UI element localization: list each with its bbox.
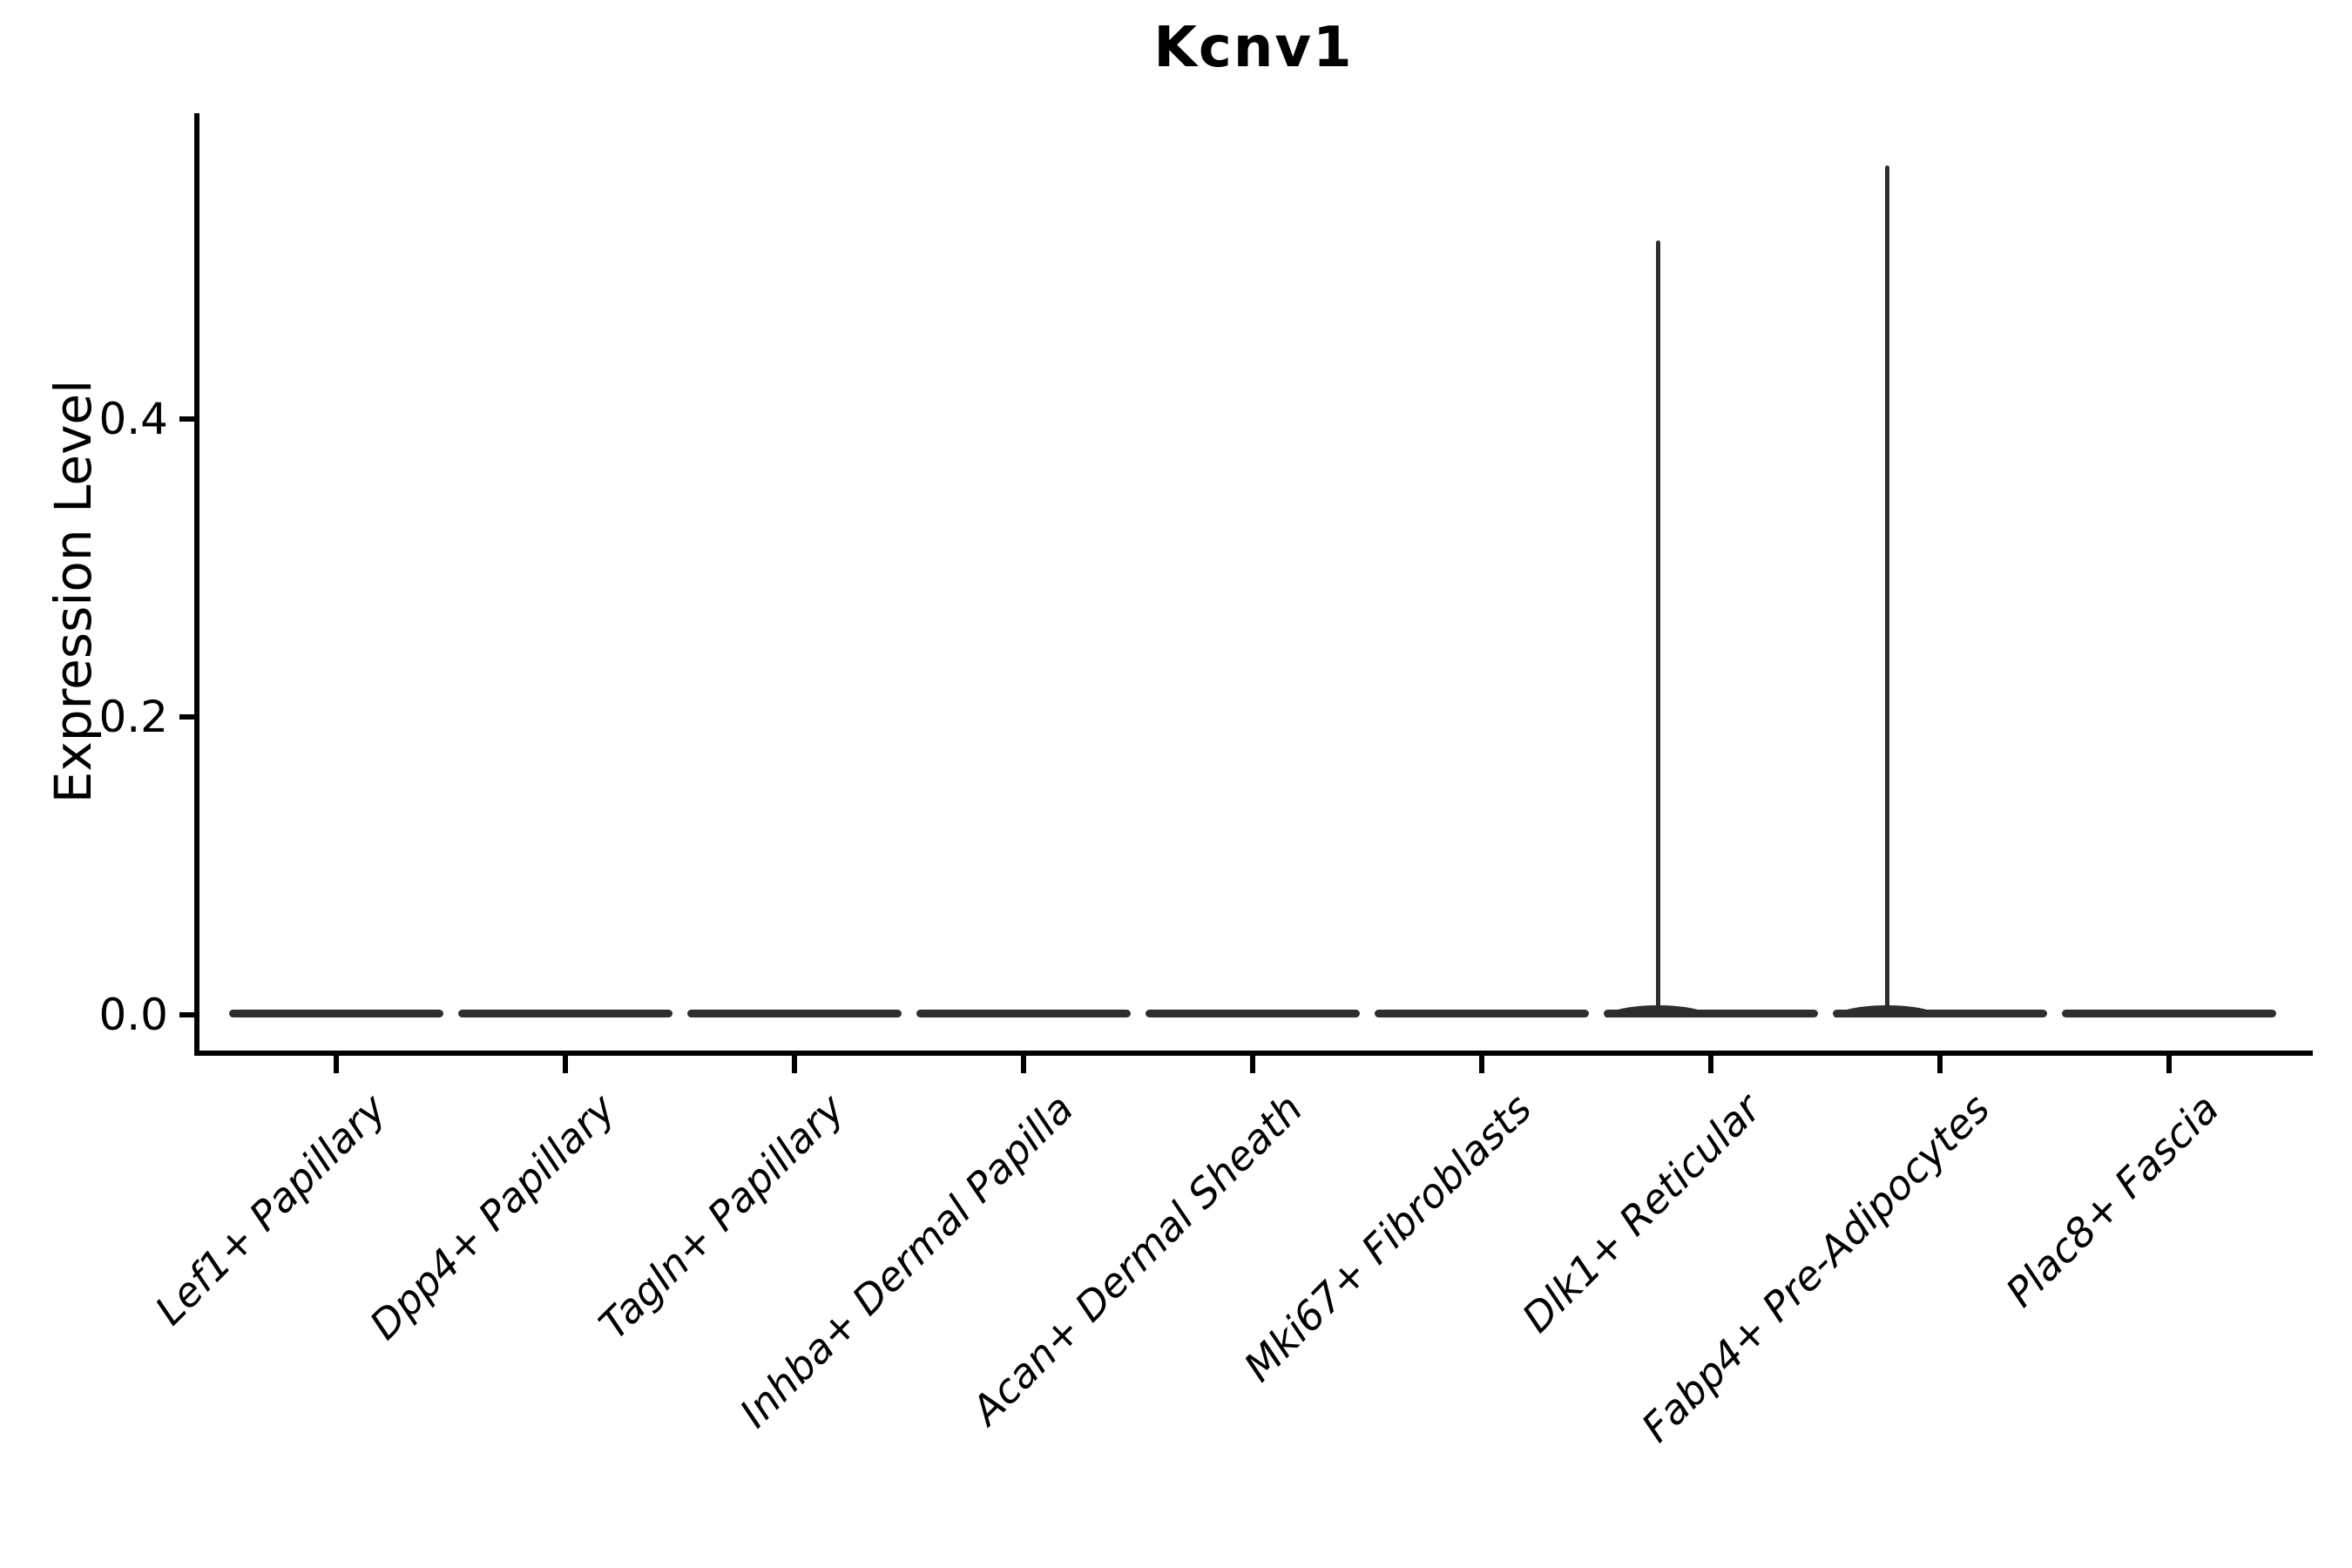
y-axis-spine [194,113,199,1056]
x-tick-mark [1937,1056,1943,1073]
x-tick-mark [1250,1056,1255,1073]
violin-body [458,1009,672,1017]
violin-spike [1655,240,1660,1013]
violin-spike [1884,166,1889,1013]
x-axis-spine [194,1051,2313,1056]
y-axis-label: Expression Level [44,379,103,804]
y-tick-label: 0.0 [98,990,168,1040]
x-tick-mark [334,1056,339,1073]
x-tick-mark [563,1056,568,1073]
y-tick-label: 0.4 [98,394,168,444]
x-tick-mark [1479,1056,1484,1073]
plot-title: Kcnv1 [1153,16,1354,80]
x-tick-mark [2166,1056,2172,1073]
y-tick-mark [179,416,194,422]
violin-body [916,1009,1131,1017]
violin-body [687,1009,902,1017]
y-tick-mark [179,714,194,720]
violin-body [1146,1009,1360,1017]
x-tick-mark [1021,1056,1026,1073]
violin-body [2062,1009,2276,1017]
x-tick-mark [1708,1056,1713,1073]
violin-body [1833,1009,2047,1017]
violin-body [1604,1009,1818,1017]
y-tick-mark [179,1012,194,1017]
violin-body [1375,1009,1589,1017]
y-tick-label: 0.2 [98,692,168,742]
x-tick-mark [792,1056,797,1073]
violin-body [229,1009,443,1017]
